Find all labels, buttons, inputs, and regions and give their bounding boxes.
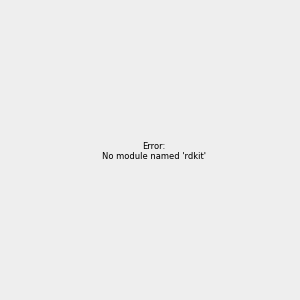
Text: Error:
No module named 'rdkit': Error: No module named 'rdkit' <box>102 142 206 161</box>
